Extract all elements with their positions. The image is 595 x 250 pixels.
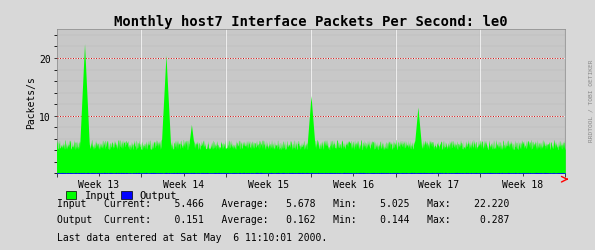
Text: Last data entered at Sat May  6 11:10:01 2000.: Last data entered at Sat May 6 11:10:01 … [57,232,327,242]
Y-axis label: Packets/s: Packets/s [26,76,36,128]
Legend: Input, Output: Input, Output [62,186,181,205]
Title: Monthly host7 Interface Packets Per Second: le0: Monthly host7 Interface Packets Per Seco… [114,15,508,29]
Text: Input   Current:    5.466   Average:   5.678   Min:    5.025   Max:    22.220: Input Current: 5.466 Average: 5.678 Min:… [57,198,509,208]
Text: RRDTOOL / TOBI OETIKER: RRDTOOL / TOBI OETIKER [588,59,593,141]
Text: Output  Current:    0.151   Average:   0.162   Min:    0.144   Max:     0.287: Output Current: 0.151 Average: 0.162 Min… [57,214,509,224]
